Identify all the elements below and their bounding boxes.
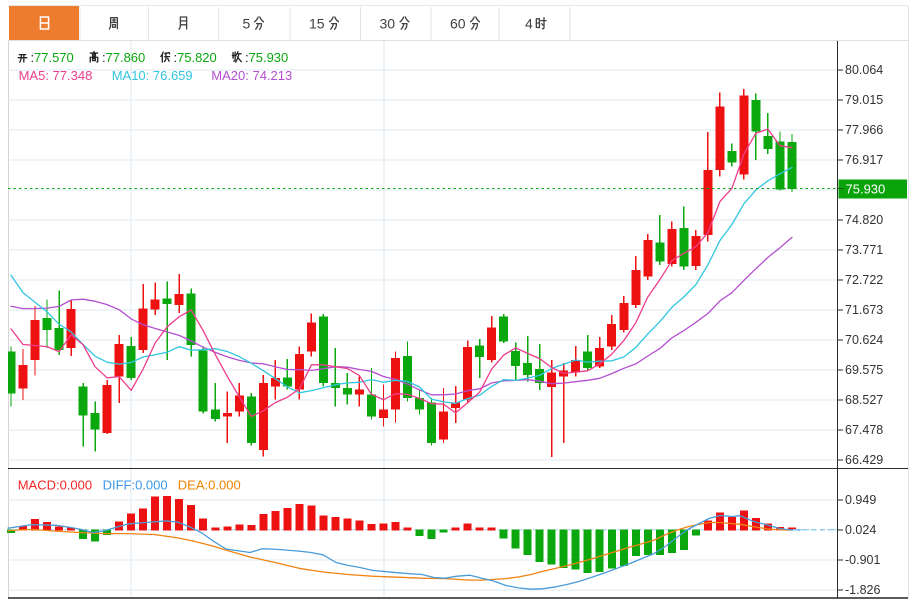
svg-text:MACD:0.000: MACD:0.000 (18, 477, 92, 492)
svg-text:MA20: 74.213: MA20: 74.213 (211, 68, 292, 83)
svg-text::: : (174, 50, 178, 65)
svg-text:67.478: 67.478 (845, 423, 883, 437)
svg-text:15: 15 (309, 16, 325, 32)
svg-text::: : (31, 50, 35, 65)
svg-text:71.673: 71.673 (845, 303, 883, 317)
svg-text:0.024: 0.024 (845, 523, 876, 537)
svg-text:68.527: 68.527 (845, 393, 883, 407)
svg-text:0.949: 0.949 (845, 493, 876, 507)
svg-text:MA5: 77.348: MA5: 77.348 (19, 68, 93, 83)
svg-text:DEA:0.000: DEA:0.000 (178, 477, 241, 492)
svg-text:77.570: 77.570 (34, 50, 74, 65)
svg-text::: : (245, 50, 249, 65)
svg-text:75.930: 75.930 (846, 181, 886, 196)
svg-text:75.930: 75.930 (249, 50, 289, 65)
svg-text:-0.901: -0.901 (845, 553, 880, 567)
svg-text:DIFF:0.000: DIFF:0.000 (103, 477, 168, 492)
svg-text:79.015: 79.015 (845, 93, 883, 107)
svg-text:73.771: 73.771 (845, 243, 883, 257)
svg-text:77.966: 77.966 (845, 123, 883, 137)
svg-text:30: 30 (380, 16, 396, 32)
svg-text:5: 5 (243, 16, 251, 32)
svg-text:70.624: 70.624 (845, 333, 883, 347)
svg-text:77.860: 77.860 (106, 50, 146, 65)
svg-text:80.064: 80.064 (845, 63, 883, 77)
svg-text::: : (102, 50, 106, 65)
svg-text:75.820: 75.820 (177, 50, 217, 65)
svg-text:-1.826: -1.826 (845, 583, 880, 597)
svg-text:76.917: 76.917 (845, 153, 883, 167)
svg-text:69.575: 69.575 (845, 363, 883, 377)
svg-text:MA10: 76.659: MA10: 76.659 (112, 68, 193, 83)
svg-text:74.820: 74.820 (845, 213, 883, 227)
svg-text:60: 60 (450, 16, 466, 32)
svg-text:72.722: 72.722 (845, 273, 883, 287)
svg-text:4: 4 (525, 16, 533, 32)
svg-text:66.429: 66.429 (845, 453, 883, 467)
